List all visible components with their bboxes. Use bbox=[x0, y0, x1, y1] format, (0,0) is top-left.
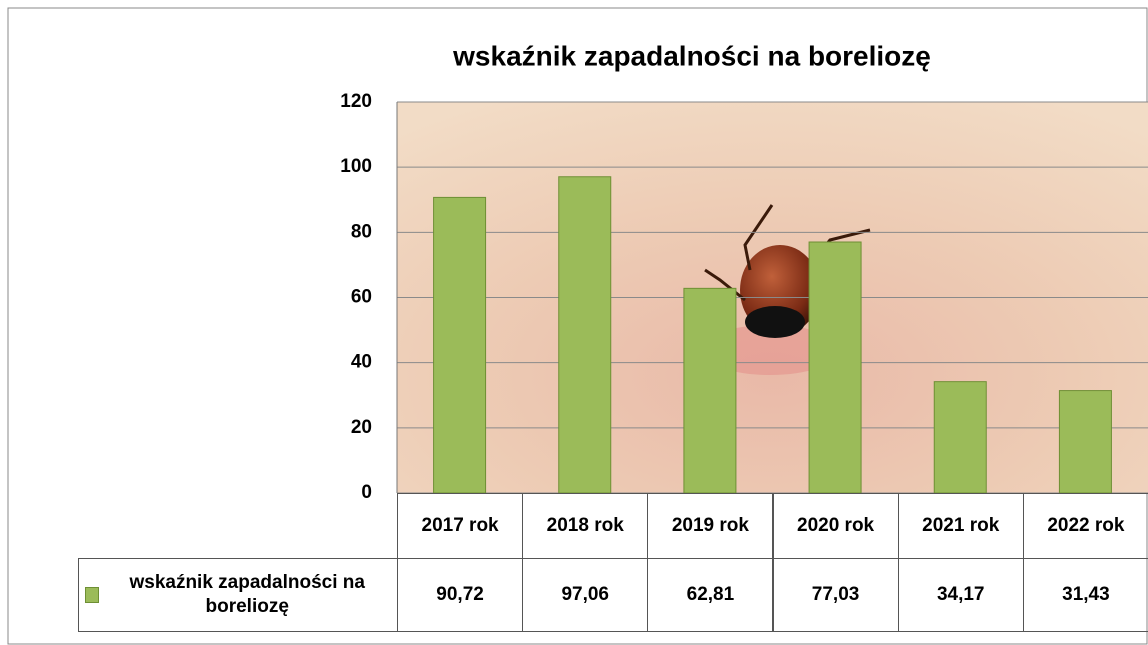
bar bbox=[934, 382, 986, 493]
y-tick-label: 20 bbox=[351, 417, 372, 438]
data-table-value: 90,72 bbox=[397, 558, 523, 632]
legend-entry: wskaźnik zapadalności na boreliozę bbox=[78, 558, 398, 632]
cell-text: 34,17 bbox=[937, 583, 985, 607]
cell-text: wskaźnik zapadalności na boreliozę bbox=[103, 571, 391, 619]
bar bbox=[809, 242, 861, 493]
cell-text: 62,81 bbox=[687, 583, 735, 607]
cell-text: 2021 rok bbox=[922, 514, 999, 538]
bar bbox=[559, 177, 611, 493]
data-table-value: 31,43 bbox=[1023, 558, 1148, 632]
x-tick-label: 2022 rok bbox=[1023, 493, 1148, 559]
data-table-value: 97,06 bbox=[522, 558, 648, 632]
x-tick-label: 2017 rok bbox=[397, 493, 523, 559]
x-tick-label: 2021 rok bbox=[898, 493, 1024, 559]
cell-text: 2017 rok bbox=[422, 514, 499, 538]
data-table-value: 62,81 bbox=[647, 558, 773, 632]
x-tick-label: 2019 rok bbox=[647, 493, 773, 559]
chart-container: wskaźnik zapadalności na boreliozę 0 20 40… bbox=[0, 0, 1148, 645]
data-table-value: 77,03 bbox=[773, 558, 899, 632]
y-tick-label: 100 bbox=[340, 156, 372, 177]
y-tick-label: 40 bbox=[351, 352, 372, 373]
bar bbox=[684, 288, 736, 493]
bar bbox=[1059, 391, 1111, 493]
cell-text: 2019 rok bbox=[672, 514, 749, 538]
cell-text: 31,43 bbox=[1062, 583, 1110, 607]
y-tick-label: 0 bbox=[361, 482, 372, 503]
cell-text: 90,72 bbox=[436, 583, 484, 607]
y-tick-label: 60 bbox=[351, 287, 372, 308]
legend-swatch bbox=[85, 587, 99, 603]
y-tick-label: 120 bbox=[340, 91, 372, 112]
bar bbox=[434, 197, 486, 493]
cell-text: 77,03 bbox=[812, 583, 860, 607]
cell-text: 2018 rok bbox=[547, 514, 624, 538]
cell-text: 2022 rok bbox=[1047, 514, 1124, 538]
cell-text: 2020 rok bbox=[797, 514, 874, 538]
x-tick-label: 2020 rok bbox=[773, 493, 899, 559]
x-tick-label: 2018 rok bbox=[522, 493, 648, 559]
y-tick-label: 80 bbox=[351, 221, 372, 242]
chart-title: wskaźnik zapadalności na boreliozę bbox=[452, 40, 931, 71]
cell-text: 97,06 bbox=[561, 583, 609, 607]
data-table-value: 34,17 bbox=[898, 558, 1024, 632]
